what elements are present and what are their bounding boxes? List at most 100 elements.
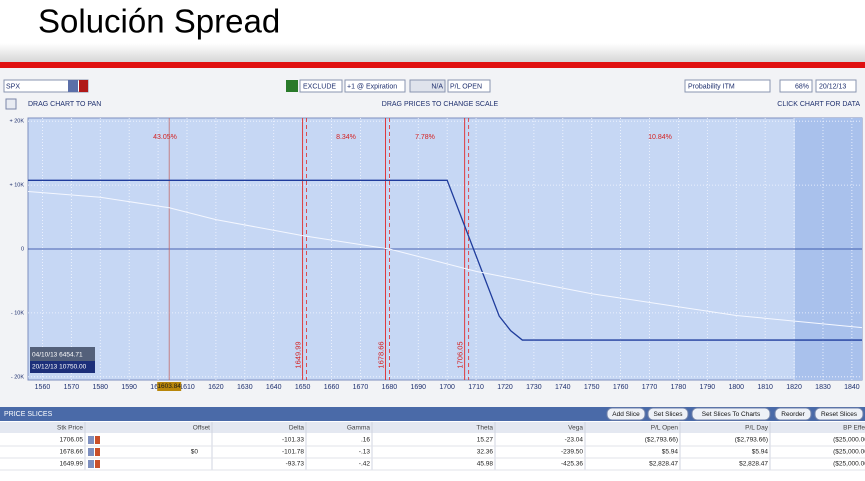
x-tick-label: 1820	[786, 384, 802, 391]
cell: -93.73	[286, 461, 305, 468]
x-tick-label: 1570	[64, 384, 80, 391]
button-label: Reset Slices	[821, 411, 858, 418]
pl-line	[27, 190, 863, 329]
color-chip	[79, 80, 88, 92]
cell: 1706.05	[60, 437, 84, 444]
percent-box[interactable]	[779, 79, 813, 93]
cell: ($2,793.66)	[645, 437, 678, 444]
column-header: Delta	[289, 425, 305, 432]
cell: 15.27	[477, 437, 494, 444]
x-tick-label: 1730	[526, 384, 542, 391]
pl-box[interactable]	[447, 79, 491, 93]
column-header: Theta	[476, 425, 493, 432]
cell: -425.36	[561, 461, 583, 468]
spinner	[88, 460, 94, 468]
x-tick-label: 1840	[844, 384, 860, 391]
button[interactable]	[814, 407, 864, 421]
cell: ($25,000.00)	[833, 437, 865, 444]
button-label: Set Slices To Charts	[702, 411, 761, 418]
probability-label: 7.78%	[415, 134, 435, 141]
exclude: EXCLUDE	[303, 83, 336, 90]
plot-layer: 1560157015801590160016101620163016401650…	[9, 118, 863, 391]
x-tick-label: 1800	[728, 384, 744, 391]
x-tick-label: 1670	[353, 384, 369, 391]
cell: $5.94	[752, 449, 769, 456]
x-tick-label: 1680	[382, 384, 398, 391]
y-tick-label: 0	[21, 246, 24, 252]
cell: $0	[191, 449, 199, 456]
delete-icon	[95, 448, 100, 456]
x-tick-label: 1610	[179, 384, 195, 391]
expiration: +1 @ Expiration	[347, 83, 397, 90]
cell: $2,828.47	[739, 461, 768, 468]
column-header: Gamma	[347, 425, 371, 432]
percent: 68%	[795, 83, 809, 90]
cell: -.42	[359, 461, 371, 468]
cell: ($25,000.00)	[833, 449, 865, 456]
button-label: Add Slice	[612, 411, 640, 418]
probability: Probability ITM	[688, 83, 735, 90]
date-box[interactable]	[815, 79, 857, 93]
click-hint: CLICK CHART FOR DATA	[777, 101, 860, 108]
x-tick-label: 1710	[468, 384, 484, 391]
probability-label: 43.05%	[153, 134, 177, 141]
spinner	[88, 436, 94, 444]
cell: -.13	[359, 449, 371, 456]
cell: ($2,793.66)	[735, 437, 768, 444]
tooltip-text: 20/12/13 10750.00	[32, 364, 87, 371]
cell: ($25,000.00)	[833, 461, 865, 468]
button[interactable]	[606, 407, 646, 421]
slice-label: 1649.99	[294, 341, 303, 368]
x-tick-label: 1810	[757, 384, 773, 391]
x-tick-label: 1790	[700, 384, 716, 391]
zoom-icon[interactable]	[5, 98, 17, 110]
x-tick-label: 1560	[35, 384, 51, 391]
tooltip-text: 04/10/13 6454.71	[32, 352, 83, 359]
cell: .16	[361, 437, 370, 444]
column-header: P/L Day	[745, 425, 769, 432]
date: 20/12/13	[819, 83, 846, 90]
cell: 1649.99	[60, 461, 84, 468]
button-label: Set Slices	[654, 411, 684, 418]
grid-icon[interactable]	[286, 80, 298, 92]
current-price: 1603.84	[157, 383, 181, 390]
spinner	[88, 448, 94, 456]
probability-box[interactable]	[684, 79, 771, 93]
x-tick-label: 1760	[613, 384, 629, 391]
probability-label: 10.84%	[648, 134, 672, 141]
na: N/A	[431, 83, 443, 90]
cell: 32.36	[477, 449, 494, 456]
expiration-box[interactable]	[344, 79, 406, 93]
y-tick-label: + 10K	[9, 183, 24, 189]
pl-mode: P/L OPEN	[450, 83, 482, 90]
x-tick-label: 1740	[555, 384, 571, 391]
cell: 45.98	[477, 461, 494, 468]
delete-icon	[95, 436, 100, 444]
y-tick-label: + 20K	[9, 119, 24, 125]
slice-label: 1706.05	[456, 341, 465, 368]
button[interactable]	[647, 407, 689, 421]
pl-line	[28, 179, 862, 341]
current-price-tag	[157, 382, 182, 391]
button[interactable]	[691, 407, 771, 421]
cell: $2,828.47	[649, 461, 678, 468]
dropdown[interactable]	[68, 80, 78, 92]
column-header: Vega	[568, 425, 583, 432]
column-header: P/L Open	[651, 425, 679, 432]
delete-icon	[95, 460, 100, 468]
x-tick-label: 1720	[497, 384, 513, 391]
x-tick-label: 1580	[92, 384, 108, 391]
x-tick-label: 1620	[208, 384, 224, 391]
column-header: BP Effect	[843, 425, 865, 432]
symbol: SPX	[6, 83, 20, 90]
cell: 1678.66	[60, 449, 84, 456]
exclude-box[interactable]	[299, 79, 343, 93]
na-box	[409, 79, 446, 93]
column-header: Stk Price	[57, 425, 83, 432]
slice-label: 1678.66	[376, 341, 385, 368]
button-label: Reorder	[781, 411, 805, 418]
x-tick-label: 1750	[584, 384, 600, 391]
x-tick-label: 1630	[237, 384, 253, 391]
button[interactable]	[774, 407, 812, 421]
probability-label: 8.34%	[336, 134, 356, 141]
